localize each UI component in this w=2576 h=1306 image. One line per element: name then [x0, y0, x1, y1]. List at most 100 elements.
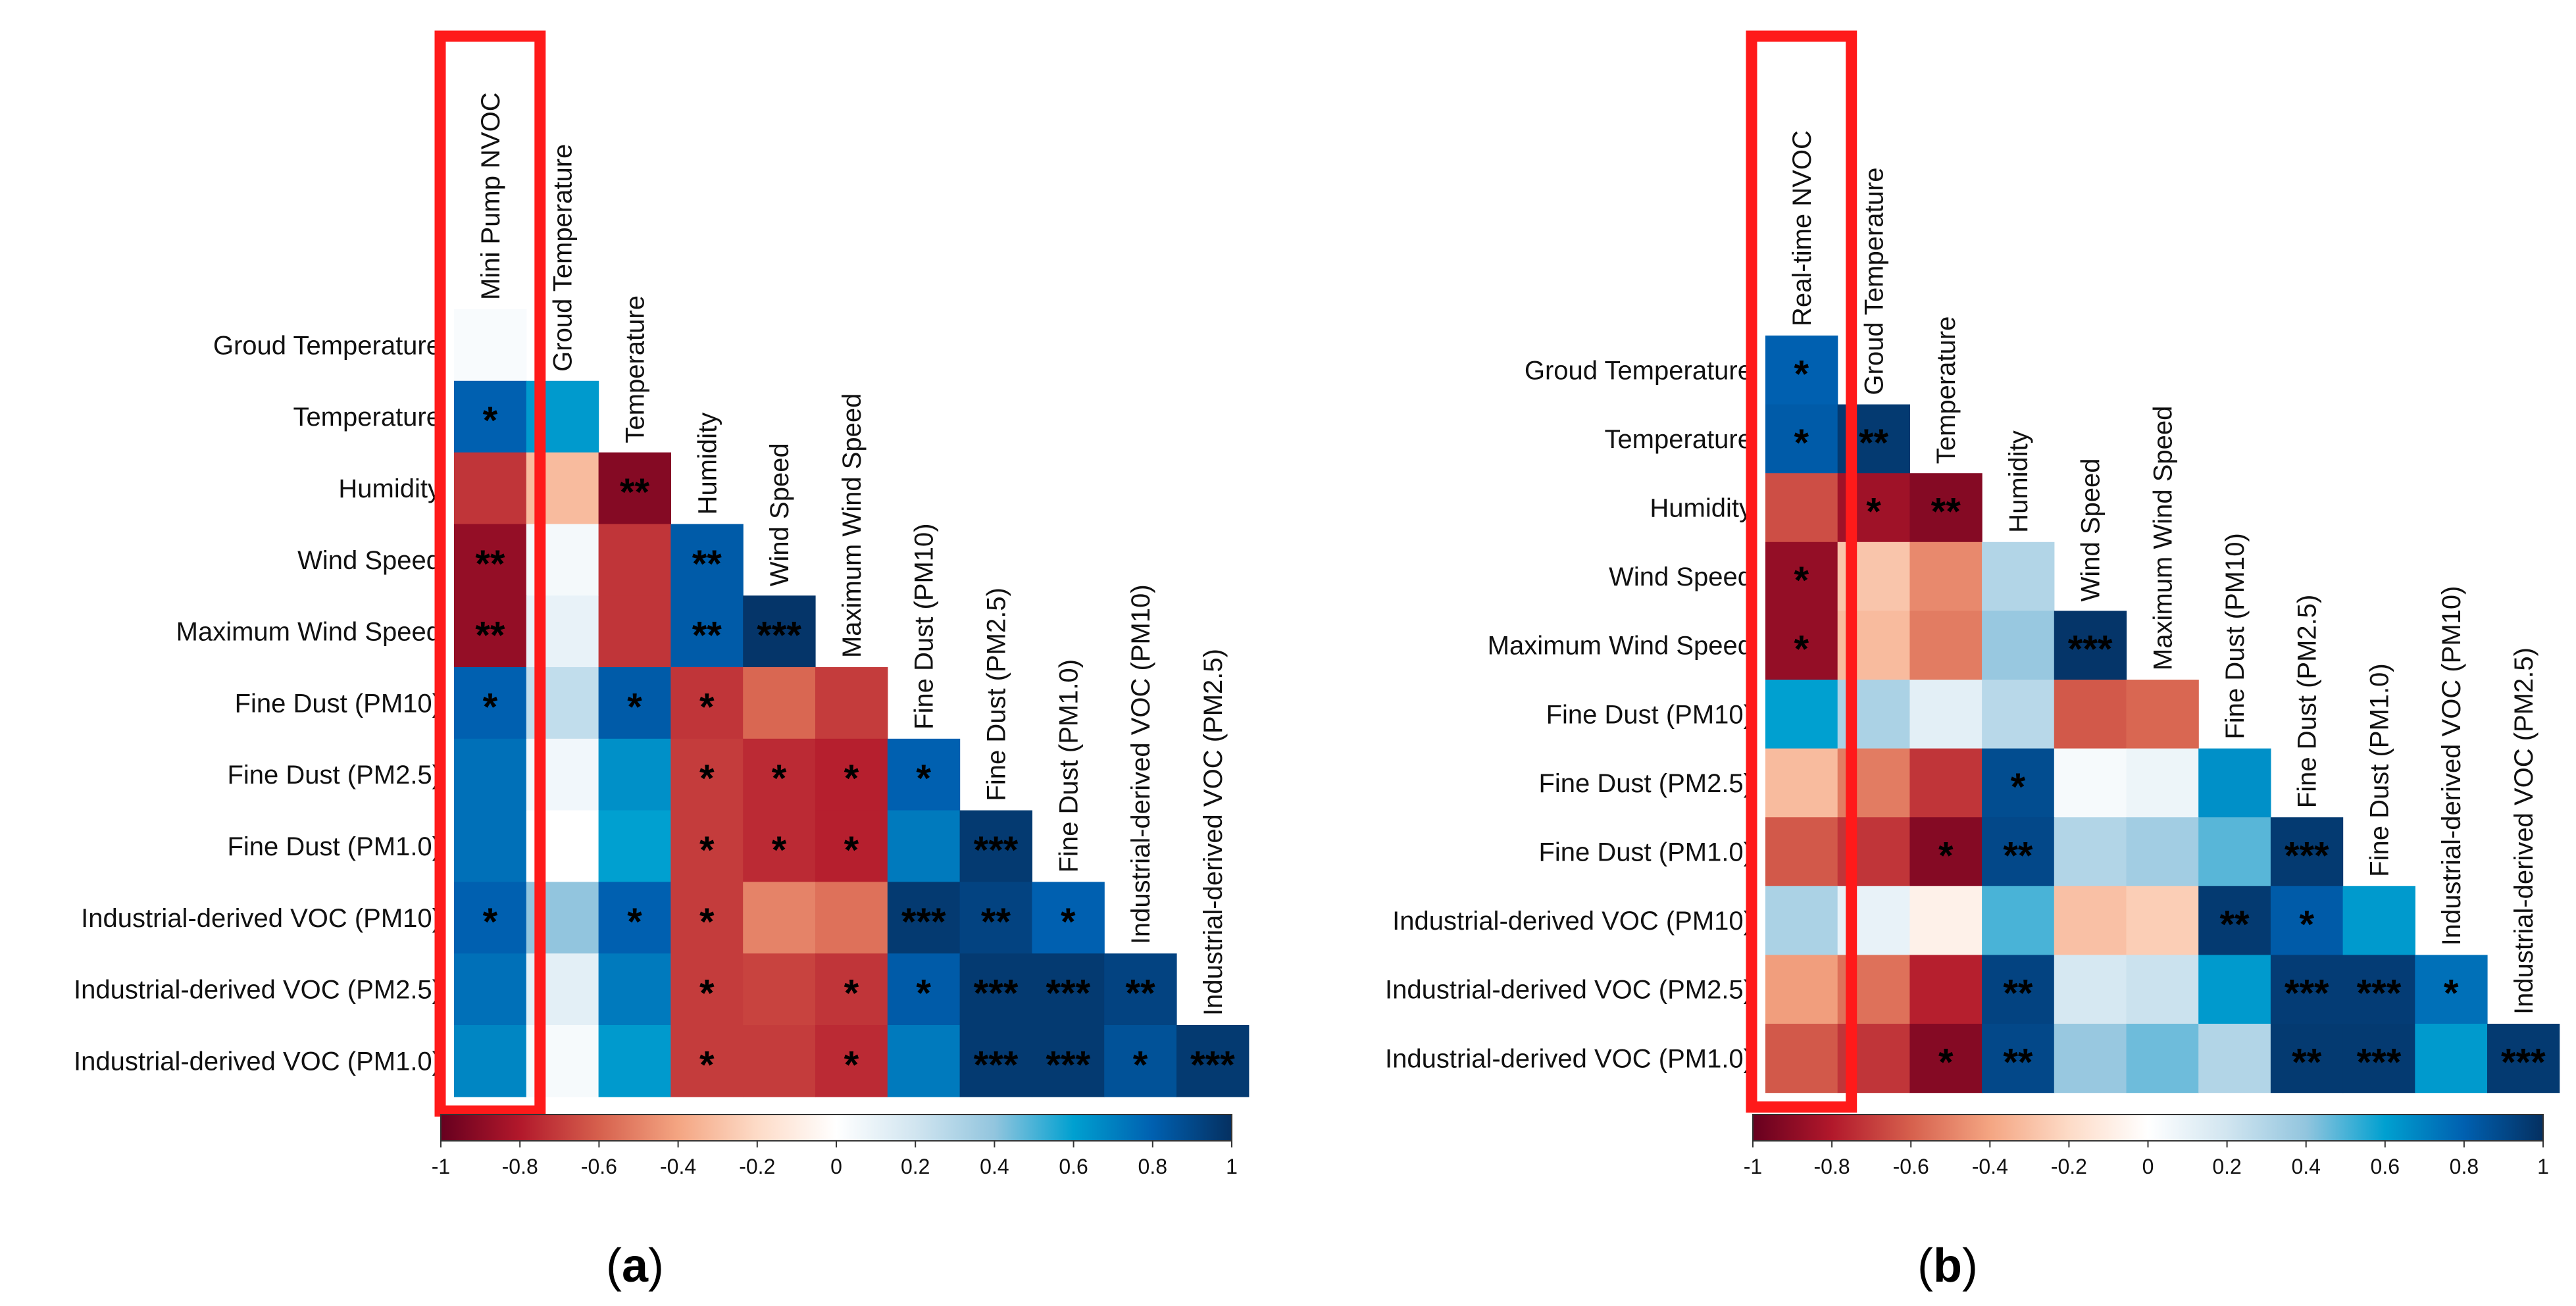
heatmap-cell [1909, 541, 1983, 611]
significance-marker: *** [1046, 972, 1090, 1015]
heatmap-cell [1176, 1025, 1250, 1097]
heatmap-cell [1765, 336, 1838, 405]
heatmap-cell [743, 667, 816, 740]
panel-a-heatmap: ***** **** ** **** * ** * * ** * * **** * * *** ** ** * * *… [74, 30, 1250, 1292]
heatmap-cell [887, 882, 961, 954]
heatmap-cell [743, 1025, 816, 1097]
heatmap-cell [2415, 1024, 2488, 1093]
significance-marker: * [483, 686, 498, 728]
colorbar-tick-label: -0.2 [739, 1155, 775, 1178]
column-label: Maximum Wind Speed [838, 393, 867, 658]
heatmap-cell [670, 738, 744, 811]
row-label: Industrial-derived VOC (PM10) [1392, 907, 1752, 936]
column-label: Fine Dust (PM2.5) [2293, 595, 2322, 809]
heatmap-cell [887, 1025, 961, 1097]
colorbar-tick-label: -1 [1744, 1155, 1762, 1178]
row-label: Groud Temperature [1525, 356, 1752, 385]
heatmap-cell [1982, 611, 2055, 680]
significance-marker: *** [1190, 1043, 1235, 1086]
heatmap-cell [743, 810, 816, 882]
column-label: Wind Speed [765, 443, 794, 586]
heatmap-cell [670, 667, 744, 740]
colorbar-tick-label: 0 [830, 1155, 842, 1178]
significance-marker: * [844, 829, 859, 872]
colorbar-tick-label: 0.6 [2371, 1155, 2400, 1178]
column-label: Real-time NVOC [1788, 130, 1817, 326]
significance-marker: * [2444, 972, 2459, 1015]
heatmap-cell [2126, 886, 2199, 955]
heatmap-cell [598, 667, 671, 740]
significance-marker: * [483, 399, 498, 442]
colorbar-tick-label: -1 [432, 1155, 450, 1178]
heatmap-cell [1765, 886, 1838, 955]
heatmap-cell [2342, 886, 2415, 955]
significance-marker: * [916, 757, 931, 800]
significance-marker: *** [1046, 1043, 1090, 1086]
column-label: Industrial-derived VOC (PM2.5) [1199, 649, 1228, 1016]
significance-marker: * [1938, 835, 1954, 878]
colorbar-tick-label: -0.4 [660, 1155, 696, 1178]
heatmap-cell [959, 882, 1032, 954]
column-label: Fine Dust (PM10) [2221, 533, 2250, 739]
heatmap-cell [670, 953, 744, 1026]
heatmap-cell [743, 882, 816, 954]
heatmap-cell [2054, 611, 2127, 680]
heatmap-cell [887, 738, 961, 811]
heatmap-cell [670, 810, 744, 882]
column-label: Fine Dust (PM10) [910, 523, 939, 729]
significance-marker: * [1061, 901, 1076, 943]
significance-marker: *** [2285, 835, 2329, 878]
heatmap-cell [1765, 473, 1838, 543]
row-label: Humidity [1650, 494, 1752, 523]
heatmap-cell [670, 524, 744, 596]
significance-marker: * [844, 757, 859, 800]
heatmap-cell [454, 738, 527, 811]
significance-marker: * [699, 1043, 715, 1086]
heatmap-cell [743, 953, 816, 1026]
heatmap-cell [815, 882, 888, 954]
heatmap-cell [2342, 955, 2415, 1024]
row-label: Groud Temperature [213, 331, 441, 360]
colorbar-tick-label: 0.4 [2291, 1155, 2320, 1178]
row-label: Industrial-derived VOC (PM1.0) [74, 1047, 441, 1076]
row-label: Fine Dust (PM1.0) [227, 832, 441, 861]
significance-marker: *** [2501, 1041, 2546, 1084]
significance-marker: *** [974, 972, 1019, 1015]
significance-marker: *** [974, 829, 1019, 872]
heatmap-cell [2054, 817, 2127, 887]
heatmap-cell [598, 595, 671, 668]
heatmap-cell [1765, 817, 1838, 887]
heatmap-cell [2487, 1024, 2560, 1093]
heatmap-cell [2054, 1024, 2127, 1093]
row-label: Fine Dust (PM10) [235, 689, 441, 718]
heatmap-cell [2054, 886, 2127, 955]
row-label: Fine Dust (PM2.5) [1538, 769, 1752, 798]
heatmap-cell [2054, 748, 2127, 818]
row-label: Fine Dust (PM1.0) [1538, 838, 1752, 867]
significance-marker: * [1794, 628, 1809, 671]
heatmap-cell [454, 882, 527, 954]
colorbar-tick-label: -0.4 [1972, 1155, 2008, 1178]
significance-marker: *** [2068, 628, 2113, 671]
colorbar-tick-label: -0.8 [502, 1155, 538, 1178]
heatmap-cell [743, 595, 816, 668]
column-label: Fine Dust (PM1.0) [1054, 659, 1083, 873]
significance-marker: ** [692, 543, 722, 586]
significance-marker: ** [620, 471, 650, 514]
heatmap-cell [1765, 541, 1838, 611]
heatmap-cell [2198, 1024, 2271, 1093]
heatmap-cell [2270, 817, 2344, 887]
row-label: Maximum Wind Speed [1488, 632, 1752, 661]
significance-marker: * [627, 901, 642, 943]
significance-marker: ** [475, 615, 505, 657]
significance-marker: * [483, 901, 498, 943]
colorbar-tick-label: -0.2 [2051, 1155, 2087, 1178]
highlight-frame [434, 30, 546, 1117]
heatmap-cell [1982, 817, 2055, 887]
heatmap-cell [2054, 955, 2127, 1024]
heatmap-cell [1765, 611, 1838, 680]
heatmap-cell [887, 953, 961, 1026]
significance-marker: * [1133, 1043, 1148, 1086]
column-label: Maximum Wind Speed [2148, 406, 2177, 670]
column-label: Fine Dust (PM2.5) [982, 588, 1011, 801]
